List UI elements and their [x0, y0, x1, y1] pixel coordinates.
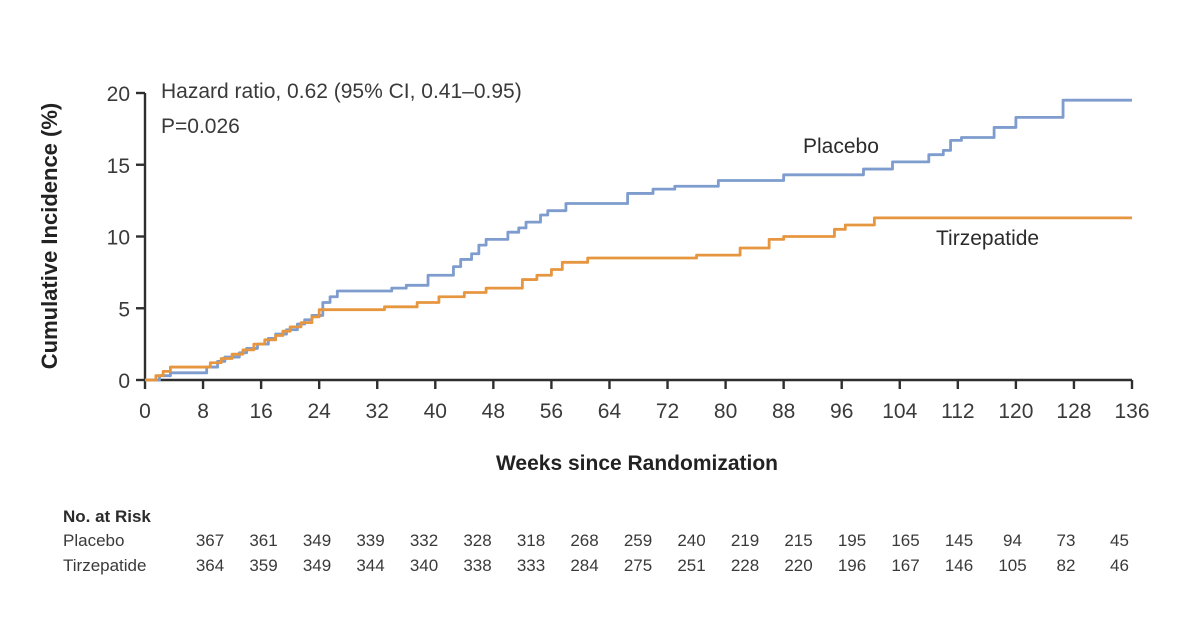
x-tick-label: 112	[941, 400, 974, 423]
risk-table-header: No. at Risk	[63, 507, 151, 526]
risk-value-tirzepatide-w96: 196	[837, 556, 867, 575]
risk-value-placebo-w48: 318	[516, 531, 546, 550]
risk-value-placebo-w128: 73	[1056, 531, 1076, 550]
risk-value-tirzepatide-w56: 284	[570, 556, 599, 575]
series-label-tirzepatide: Tirzepatide	[936, 227, 1040, 250]
risk-value-tirzepatide-w0: 364	[195, 556, 225, 575]
risk-value-placebo-w112: 145	[944, 531, 974, 550]
risk-value-tirzepatide-w80: 228	[730, 556, 760, 575]
risk-value-tirzepatide-w8: 359	[249, 556, 278, 575]
y-tick-label: 20	[107, 83, 130, 106]
risk-value-tirzepatide-w128: 82	[1056, 556, 1076, 575]
x-tick-label: 120	[998, 400, 1033, 423]
risk-value-placebo-w96: 195	[837, 531, 867, 550]
risk-value-placebo-w40: 328	[463, 531, 492, 550]
x-axis-title: Weeks since Randomization	[495, 452, 779, 475]
x-tick-label: 48	[482, 400, 505, 423]
x-tick-label: 88	[772, 400, 795, 423]
risk-value-tirzepatide-w24: 344	[356, 556, 385, 575]
x-tick-label: 24	[307, 400, 331, 423]
x-tick-label: 0	[139, 400, 151, 423]
series-curve-placebo	[145, 98, 1132, 382]
risk-value-tirzepatide-w104: 167	[891, 556, 920, 575]
series-label-placebo: Placebo	[803, 135, 879, 158]
risk-row-label-tirzepatide: Tirzepatide	[63, 556, 147, 575]
risk-value-tirzepatide-w48: 333	[516, 556, 546, 575]
risk-value-tirzepatide-w32: 340	[409, 556, 439, 575]
hazard-ratio-annotation: Hazard ratio, 0.62 (95% CI, 0.41–0.95) P…	[161, 74, 522, 144]
risk-value-placebo-w24: 339	[356, 531, 385, 550]
risk-value-placebo-w136: 45	[1110, 531, 1129, 550]
risk-value-placebo-w0: 367	[195, 531, 225, 550]
risk-value-placebo-w16: 349	[302, 531, 332, 550]
y-tick-label: 5	[118, 298, 130, 321]
x-tick-label: 72	[656, 400, 679, 423]
x-tick-label: 64	[598, 400, 622, 423]
y-tick-label: 15	[107, 155, 130, 178]
hazard-ratio-line: Hazard ratio, 0.62 (95% CI, 0.41–0.95)	[161, 80, 522, 103]
x-tick-label: 136	[1114, 400, 1149, 423]
risk-value-placebo-w72: 240	[677, 531, 706, 550]
risk-value-tirzepatide-w40: 338	[463, 556, 492, 575]
risk-value-placebo-w120: 94	[1003, 531, 1022, 550]
risk-value-placebo-w32: 332	[409, 531, 439, 550]
risk-value-placebo-w8: 361	[249, 531, 278, 550]
risk-value-tirzepatide-w88: 220	[784, 556, 813, 575]
x-tick-label: 104	[882, 400, 917, 423]
x-tick-label: 96	[830, 400, 853, 423]
risk-value-placebo-w64: 259	[623, 531, 653, 550]
x-tick-label: 128	[1056, 400, 1091, 423]
x-tick-label: 8	[197, 400, 209, 423]
y-tick-label: 10	[107, 227, 130, 250]
y-tick-label: 0	[118, 370, 130, 393]
risk-value-tirzepatide-w16: 349	[302, 556, 332, 575]
risk-value-tirzepatide-w64: 275	[623, 556, 653, 575]
x-tick-label: 80	[714, 400, 737, 423]
x-tick-label: 16	[249, 400, 272, 423]
risk-value-tirzepatide-w72: 251	[677, 556, 706, 575]
y-axis-title: Cumulative Incidence (%)	[37, 102, 62, 370]
x-tick-label: 40	[424, 400, 447, 423]
risk-value-tirzepatide-w136: 46	[1110, 556, 1129, 575]
series-curve-tirzepatide	[145, 216, 1132, 382]
risk-value-placebo-w88: 215	[784, 531, 813, 550]
risk-value-tirzepatide-w120: 105	[998, 556, 1027, 575]
risk-row-label-placebo: Placebo	[63, 531, 125, 550]
risk-value-placebo-w56: 268	[570, 531, 599, 550]
risk-value-placebo-w80: 219	[730, 531, 760, 550]
p-value-line: P=0.026	[161, 115, 240, 138]
x-tick-label: 32	[366, 400, 389, 423]
x-tick-label: 56	[540, 400, 563, 423]
risk-value-placebo-w104: 165	[891, 531, 920, 550]
risk-value-tirzepatide-w112: 146	[944, 556, 974, 575]
